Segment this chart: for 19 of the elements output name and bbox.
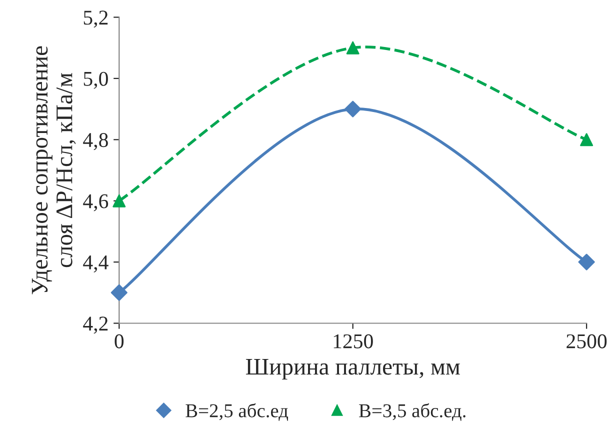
- x-axis-title: Ширина паллеты, мм: [246, 359, 460, 380]
- legend-label: B=3,5 абс.ед.: [359, 403, 466, 421]
- y-axis-title: Удельное сопротивление слоя ΔP/Hсл, кПа/м: [32, 46, 76, 294]
- point: [110, 284, 128, 301]
- x-tick-label: 2500: [566, 334, 607, 348]
- y-tick-label: 4,8: [83, 133, 108, 150]
- y-tick-label: 4,4: [83, 256, 108, 272]
- point: [578, 254, 595, 270]
- point: [344, 100, 362, 118]
- point: [112, 194, 126, 208]
- y-tick-label: 5,0: [84, 72, 108, 89]
- y-tick-label: 4,6: [83, 194, 108, 212]
- legend-label: B=2,5 абс.ед: [186, 403, 288, 421]
- x-tick-label: 0: [114, 334, 124, 348]
- point: [580, 133, 594, 146]
- y-tick-label: 5,2: [84, 10, 108, 28]
- x-tick-label: 1250: [334, 334, 373, 348]
- y-tick-label: 4,2: [83, 316, 108, 334]
- point: [346, 41, 360, 54]
